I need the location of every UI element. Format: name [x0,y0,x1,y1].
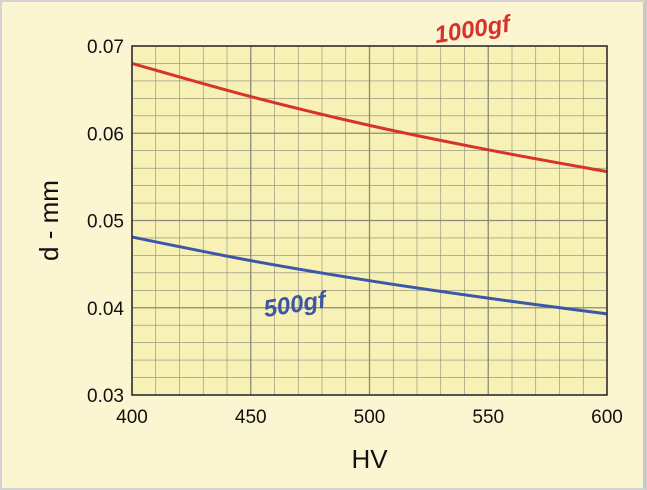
x-tick-label: 600 [591,407,623,428]
y-tick-label: 0.07 [87,37,124,58]
x-tick-label: 500 [354,407,386,428]
x-tick-label: 400 [116,407,148,428]
y-axis-label: d - mm [34,180,64,261]
series-line-500gf [131,235,608,316]
y-axis-ticks: 0.03 0.04 0.05 0.06 0.07 [87,37,124,407]
y-tick-label: 0.03 [87,386,124,407]
x-tick-label: 550 [472,407,504,428]
plot-border [131,45,608,396]
x-tick-label: 450 [235,407,267,428]
series-label-1000gf: 1000gf [433,10,514,49]
x-axis-label: HV [351,444,388,474]
series-lines [131,62,608,316]
y-tick-label: 0.05 [87,212,124,233]
series-line-1000gf [131,62,608,174]
y-tick-label: 0.06 [87,124,124,145]
x-axis-ticks: 400 450 500 550 600 [116,407,623,428]
y-tick-label: 0.04 [87,299,124,320]
